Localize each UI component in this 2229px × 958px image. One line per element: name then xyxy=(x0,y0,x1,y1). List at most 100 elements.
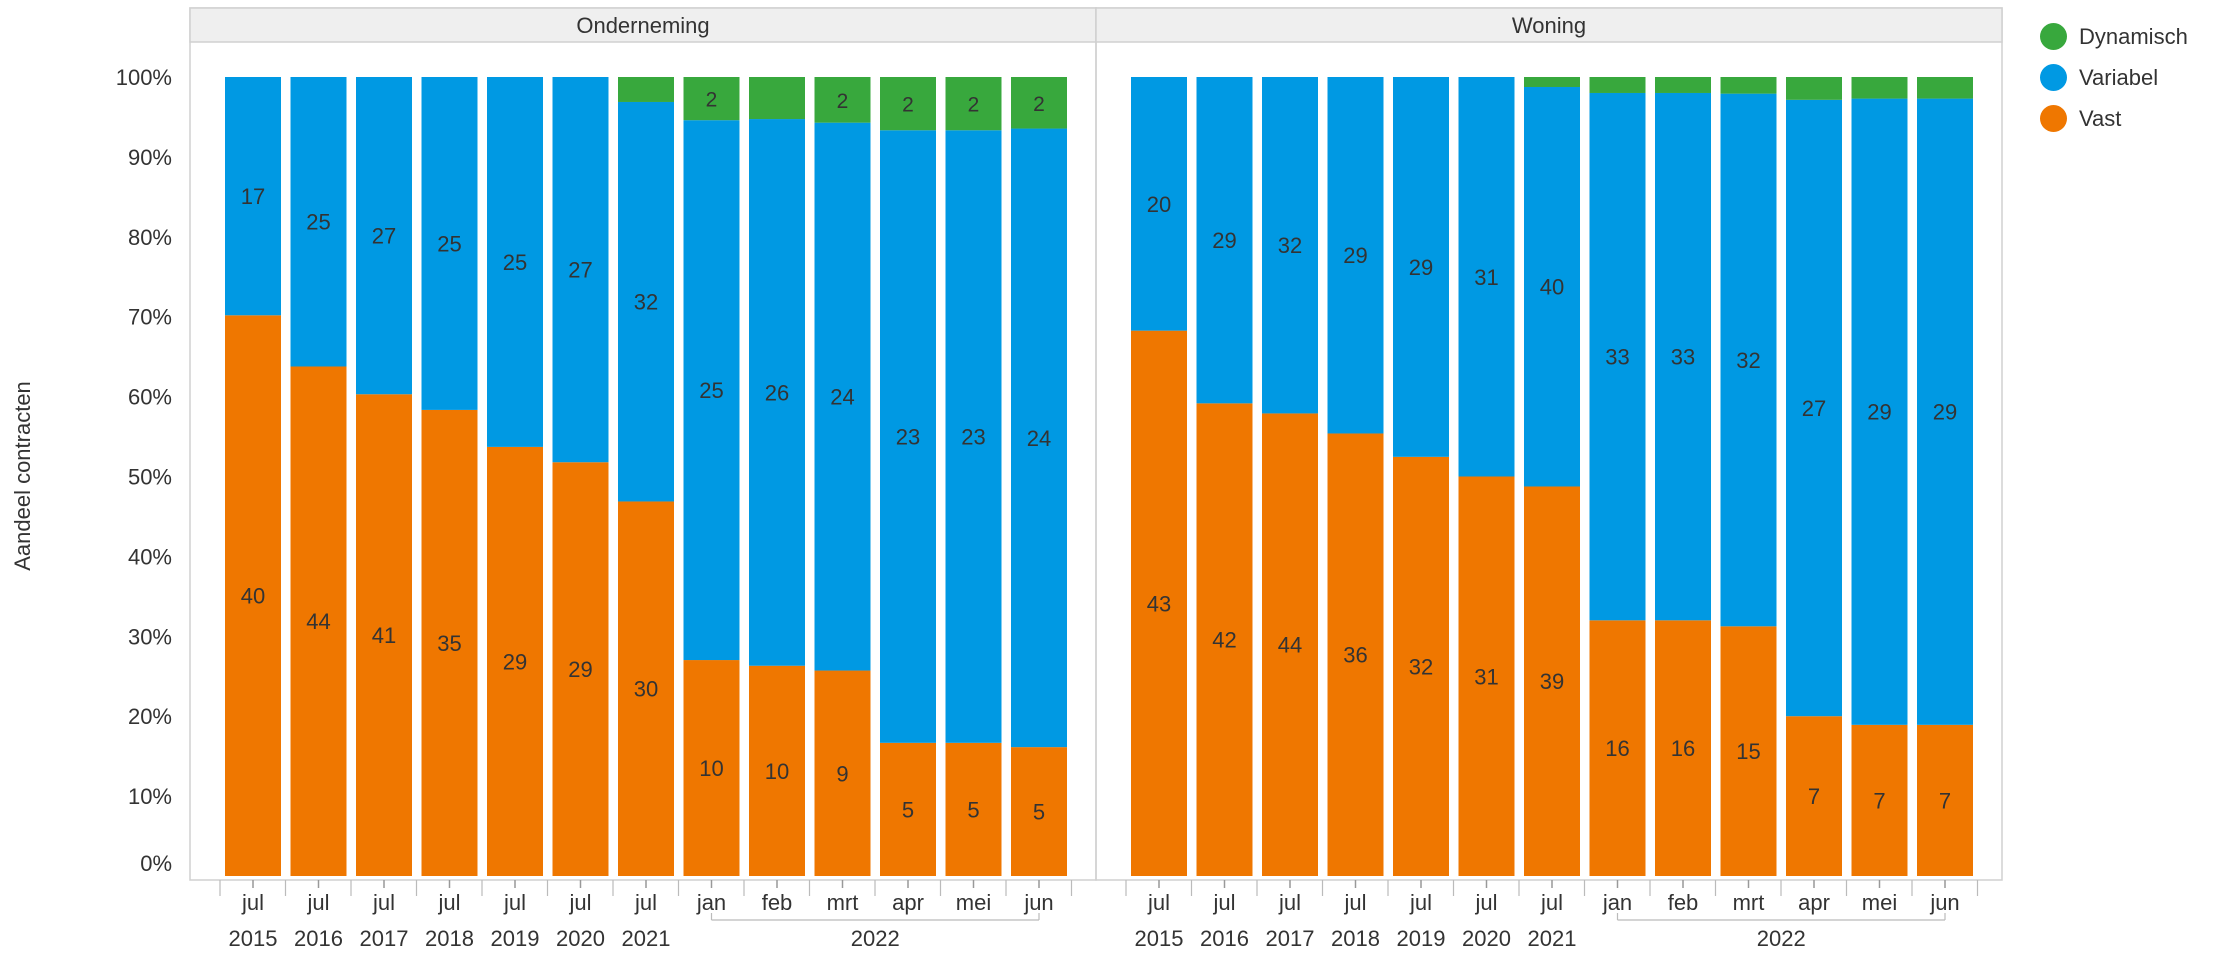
panel-header xyxy=(189,7,1097,43)
bar-segment-variabel xyxy=(225,77,281,316)
legend: Dynamisch Variabel Vast xyxy=(2040,16,2188,139)
data-label-dynamisch: 2 xyxy=(837,90,849,113)
bar-segment-variabel xyxy=(618,101,674,502)
bar-segment-variabel xyxy=(1011,128,1067,748)
data-label-vast: 35 xyxy=(437,631,461,656)
data-label-vast: 5 xyxy=(902,797,914,822)
bar-segment-variabel xyxy=(552,77,609,463)
bar-segment-vast xyxy=(1524,486,1580,876)
bar-segment-variabel xyxy=(1917,98,1973,725)
data-label-vast: 40 xyxy=(241,584,265,609)
legend-swatch-variabel xyxy=(2040,64,2067,91)
data-label-vast: 42 xyxy=(1212,628,1236,653)
legend-item-dynamisch[interactable]: Dynamisch xyxy=(2040,16,2188,57)
data-label-variabel: 23 xyxy=(961,425,985,450)
y-tick-label: 70% xyxy=(128,305,172,330)
x-tick-label-month: jul xyxy=(1278,890,1301,915)
data-label-vast: 16 xyxy=(1671,736,1695,761)
x-tick-label-year: 2019 xyxy=(491,926,540,951)
bar-segment-dynamisch xyxy=(1786,77,1842,100)
bar-segment-vast xyxy=(1458,476,1515,876)
data-label-vast: 7 xyxy=(1808,784,1820,809)
bar-segment-vast xyxy=(1327,433,1384,876)
data-label-variabel: 24 xyxy=(1027,426,1051,451)
data-label-variabel: 29 xyxy=(1867,400,1891,425)
x-tick-label-month: jun xyxy=(1023,890,1053,915)
data-label-vast: 16 xyxy=(1605,736,1629,761)
x-tick-label-month: jul xyxy=(372,890,395,915)
legend-item-variabel[interactable]: Variabel xyxy=(2040,57,2188,98)
bar-segment-vast xyxy=(1393,456,1449,876)
x-tick-label-month: jan xyxy=(1602,890,1632,915)
bar-segment-variabel xyxy=(683,120,740,661)
x-tick-label-month: jul xyxy=(1212,890,1235,915)
x-tick-label-year: 2018 xyxy=(1331,926,1380,951)
panel-header xyxy=(1095,7,2003,43)
data-label-variabel: 25 xyxy=(306,210,330,235)
y-axis-title: Aandeel contracten xyxy=(10,381,35,571)
x-tick-label-month: jul xyxy=(241,890,264,915)
data-label-dynamisch: 2 xyxy=(706,89,718,112)
bar-segment-vast xyxy=(1262,413,1318,876)
data-label-vast: 32 xyxy=(1409,654,1433,679)
bar-segment-vast xyxy=(290,366,347,876)
data-label-vast: 7 xyxy=(1873,788,1885,813)
x-tick-label-month: mrt xyxy=(827,890,859,915)
bar-segment-variabel xyxy=(1262,77,1318,414)
data-label-variabel: 17 xyxy=(241,184,265,209)
data-label-variabel: 31 xyxy=(1474,265,1498,290)
y-tick-label: 80% xyxy=(128,225,172,250)
data-label-variabel: 25 xyxy=(503,250,527,275)
x-tick-label-month: jul xyxy=(306,890,329,915)
bar-segment-variabel xyxy=(1851,98,1908,725)
panel-title: Woning xyxy=(1512,13,1586,38)
data-label-vast: 31 xyxy=(1474,664,1498,689)
bar-segment-dynamisch xyxy=(1851,77,1908,99)
y-tick-label: 30% xyxy=(128,624,172,649)
data-label-vast: 7 xyxy=(1939,788,1951,813)
y-tick-label: 100% xyxy=(116,65,172,90)
legend-swatch-vast xyxy=(2040,105,2067,132)
bar-segment-dynamisch xyxy=(1589,77,1646,93)
x-tick-label-year: 2017 xyxy=(360,926,409,951)
bar-segment-vast xyxy=(945,742,1002,876)
x-tick-label-month: jul xyxy=(437,890,460,915)
bar-segment-dynamisch xyxy=(618,77,674,102)
bar-segment-dynamisch xyxy=(945,77,1002,131)
data-label-variabel: 23 xyxy=(896,425,920,450)
x-tick-label-year: 2019 xyxy=(1397,926,1446,951)
bar-segment-variabel xyxy=(1196,77,1253,404)
data-label-variabel: 25 xyxy=(699,378,723,403)
x-tick-label-month: jul xyxy=(1147,890,1170,915)
bar-segment-vast xyxy=(749,665,805,876)
y-tick-label: 20% xyxy=(128,704,172,729)
bar-segment-vast xyxy=(1011,747,1067,876)
bar-segment-dynamisch xyxy=(880,77,936,131)
bar-segment-dynamisch xyxy=(683,77,740,121)
bar-segment-variabel xyxy=(880,130,936,743)
data-label-vast: 10 xyxy=(765,759,789,784)
y-tick-label: 50% xyxy=(128,465,172,490)
data-label-dynamisch: 2 xyxy=(968,94,980,117)
x-tick-label-year: 2015 xyxy=(1135,926,1184,951)
data-label-variabel: 32 xyxy=(1278,233,1302,258)
x-tick-label-year: 2021 xyxy=(1528,926,1577,951)
bar-segment-variabel xyxy=(421,77,478,410)
data-label-variabel: 33 xyxy=(1605,345,1629,370)
bar-segment-variabel xyxy=(1655,92,1711,621)
bar-segment-variabel xyxy=(1393,77,1449,457)
data-label-vast: 41 xyxy=(372,623,396,648)
bar-segment-vast xyxy=(683,660,740,876)
x-tick-label-month: jul xyxy=(503,890,526,915)
x-tick-label-month: jan xyxy=(696,890,726,915)
bar-segment-vast xyxy=(1720,626,1777,876)
bar-segment-variabel xyxy=(749,119,805,666)
y-tick-label: 10% xyxy=(128,784,172,809)
legend-item-vast[interactable]: Vast xyxy=(2040,98,2188,139)
legend-label-vast: Vast xyxy=(2079,105,2122,131)
x-tick-label-month: feb xyxy=(762,890,793,915)
x-tick-label-month: jun xyxy=(1929,890,1959,915)
bar-segment-variabel xyxy=(290,77,347,367)
bar-segment-variabel xyxy=(1131,77,1187,331)
